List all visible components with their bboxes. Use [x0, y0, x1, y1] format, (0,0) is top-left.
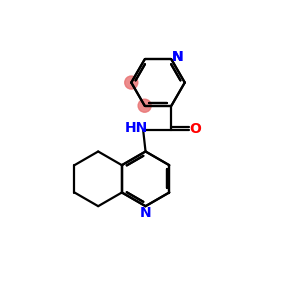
Text: N: N: [172, 50, 184, 64]
Circle shape: [125, 76, 138, 89]
Text: N: N: [140, 206, 152, 220]
Text: O: O: [189, 122, 201, 136]
Circle shape: [138, 99, 151, 112]
Text: HN: HN: [125, 121, 148, 135]
Text: N: N: [172, 50, 184, 64]
